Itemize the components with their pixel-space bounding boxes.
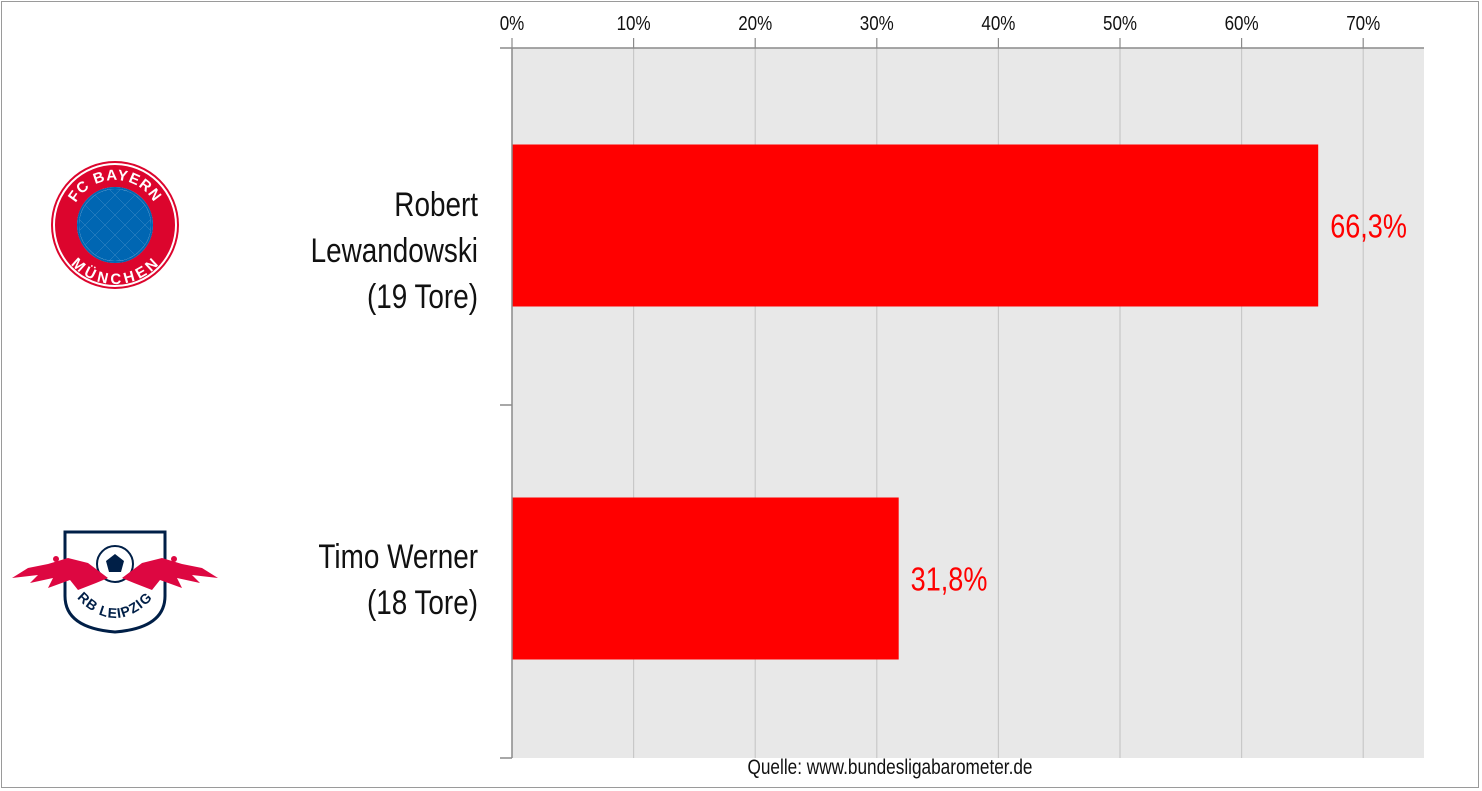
player-name: Timo Werner	[318, 538, 478, 576]
x-tick-label: 40%	[981, 12, 1015, 35]
data-label: 31,8%	[911, 562, 988, 598]
x-tick-label: 50%	[1103, 12, 1137, 35]
value-labels: 66,3% 31,8%	[911, 209, 1407, 598]
category-label-lewandowski: Robert Lewandowski (19 Tore)	[232, 182, 478, 320]
axis	[500, 47, 1424, 759]
rb-leipzig-logo: RB LEIPZIG	[12, 530, 218, 634]
player-goals: (19 Tore)	[366, 278, 478, 316]
source-note: Quelle: www.bundesligabarometer.de	[747, 757, 1032, 780]
data-label: 66,3%	[1330, 209, 1407, 245]
player-goals: (18 Tore)	[366, 584, 478, 622]
x-tick-labels: 0% 10% 20% 30% 40% 50% 60% 70%	[500, 12, 1380, 35]
player-name: Robert Lewandowski	[310, 186, 478, 270]
bars	[512, 144, 1319, 660]
fc-bayern-muenchen-logo: FC BAYERN MÜNCHEN	[51, 161, 179, 289]
bar	[512, 497, 899, 660]
category-label-werner: Timo Werner (18 Tore)	[232, 534, 478, 626]
bar	[512, 144, 1319, 307]
x-tick-label: 0%	[500, 12, 525, 35]
x-tick-label: 20%	[738, 12, 772, 35]
x-tick-label: 10%	[617, 12, 651, 35]
x-tick-label: 60%	[1225, 12, 1259, 35]
x-tick-label: 30%	[860, 12, 894, 35]
x-tick-label: 70%	[1346, 12, 1380, 35]
